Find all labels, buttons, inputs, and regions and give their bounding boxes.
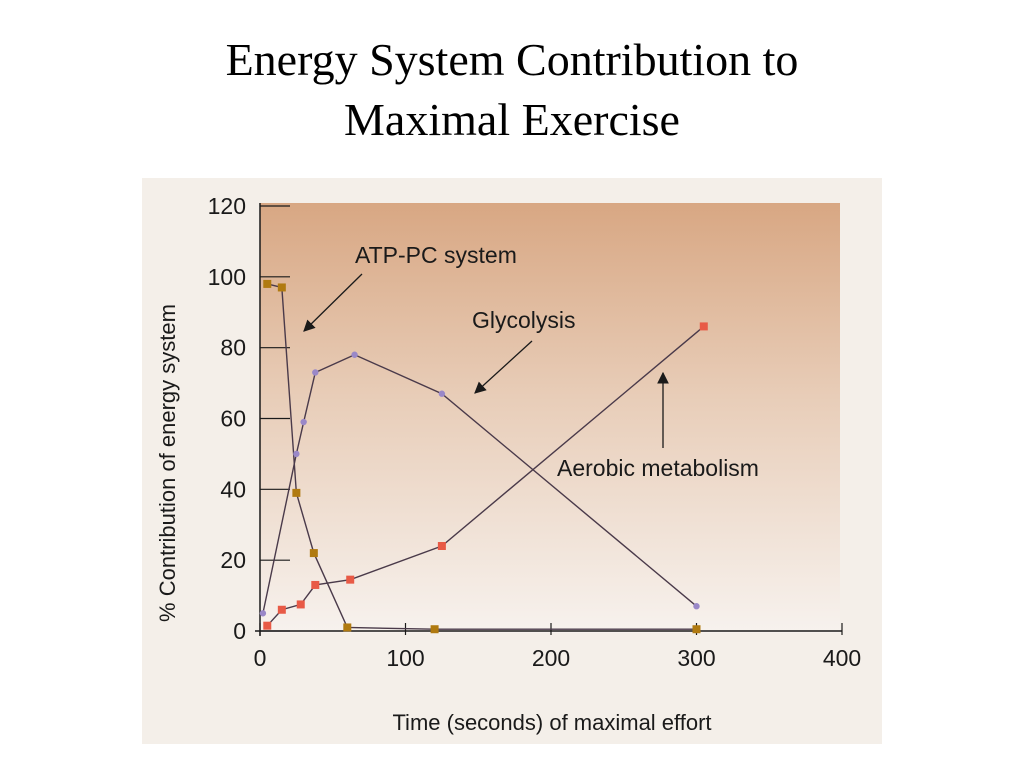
slide-title-line-2: Maximal Exercise [344, 94, 680, 145]
axes: 0 20 40 60 80 100 120 0 100 200 300 400 [208, 193, 862, 671]
series-aerobic-metabolism [263, 322, 708, 630]
x-tick-label: 0 [254, 645, 267, 671]
y-tick-label: 100 [208, 264, 246, 290]
y-tick-label: 120 [208, 193, 246, 219]
data-point [430, 625, 439, 634]
x-tick-label: 100 [386, 645, 424, 671]
slide-title: Energy System Contribution to Maximal Ex… [0, 30, 1024, 150]
data-point [309, 549, 318, 558]
annotation-label: Glycolysis [472, 307, 576, 333]
y-tick-label: 60 [220, 406, 246, 432]
data-point [259, 610, 267, 617]
data-point [693, 603, 700, 610]
annotation-arrow [303, 273, 363, 332]
data-point [300, 418, 307, 426]
data-point [437, 542, 446, 550]
chart-figure: 0 20 40 60 80 100 120 0 100 200 300 400 ATP-PC syst… [142, 178, 882, 744]
annotation-arrow [474, 340, 533, 394]
annotations: ATP-PC system Glycolysis Aerobic metabolis… [303, 242, 759, 481]
x-tick-label: 200 [532, 645, 570, 671]
x-tick-label: 400 [823, 645, 861, 671]
y-tick-label: 40 [220, 476, 246, 502]
data-point [296, 600, 305, 609]
data-point [351, 351, 358, 358]
x-tick-label: 300 [677, 645, 715, 671]
data-point [277, 605, 286, 614]
y-tick-label: 80 [220, 335, 246, 361]
series-layer [259, 279, 708, 634]
x-axis-title: Time (seconds) of maximal effort [392, 710, 711, 735]
series-glycolysis [259, 351, 700, 617]
chart-svg: 0 20 40 60 80 100 120 0 100 200 300 400 ATP-PC syst… [155, 193, 862, 735]
data-point [343, 623, 352, 632]
slide-title-line-1: Energy System Contribution to [225, 34, 799, 85]
data-point [312, 369, 319, 376]
y-tick-label: 20 [220, 547, 246, 573]
data-point [263, 279, 272, 288]
y-axis-title: % Contribution of energy system [155, 304, 180, 622]
y-tick-label: 0 [233, 618, 246, 644]
data-point [277, 283, 286, 292]
data-point [438, 390, 446, 397]
data-point [311, 580, 320, 589]
data-point [699, 322, 708, 331]
annotation-label: Aerobic metabolism [557, 455, 759, 481]
annotation-label: ATP-PC system [355, 242, 517, 268]
series-atp-pc-system [263, 279, 701, 634]
data-point [293, 450, 300, 458]
data-point [292, 488, 301, 497]
plot-background [260, 203, 840, 633]
data-point [346, 575, 355, 584]
data-point [263, 621, 272, 630]
data-point [692, 625, 701, 634]
